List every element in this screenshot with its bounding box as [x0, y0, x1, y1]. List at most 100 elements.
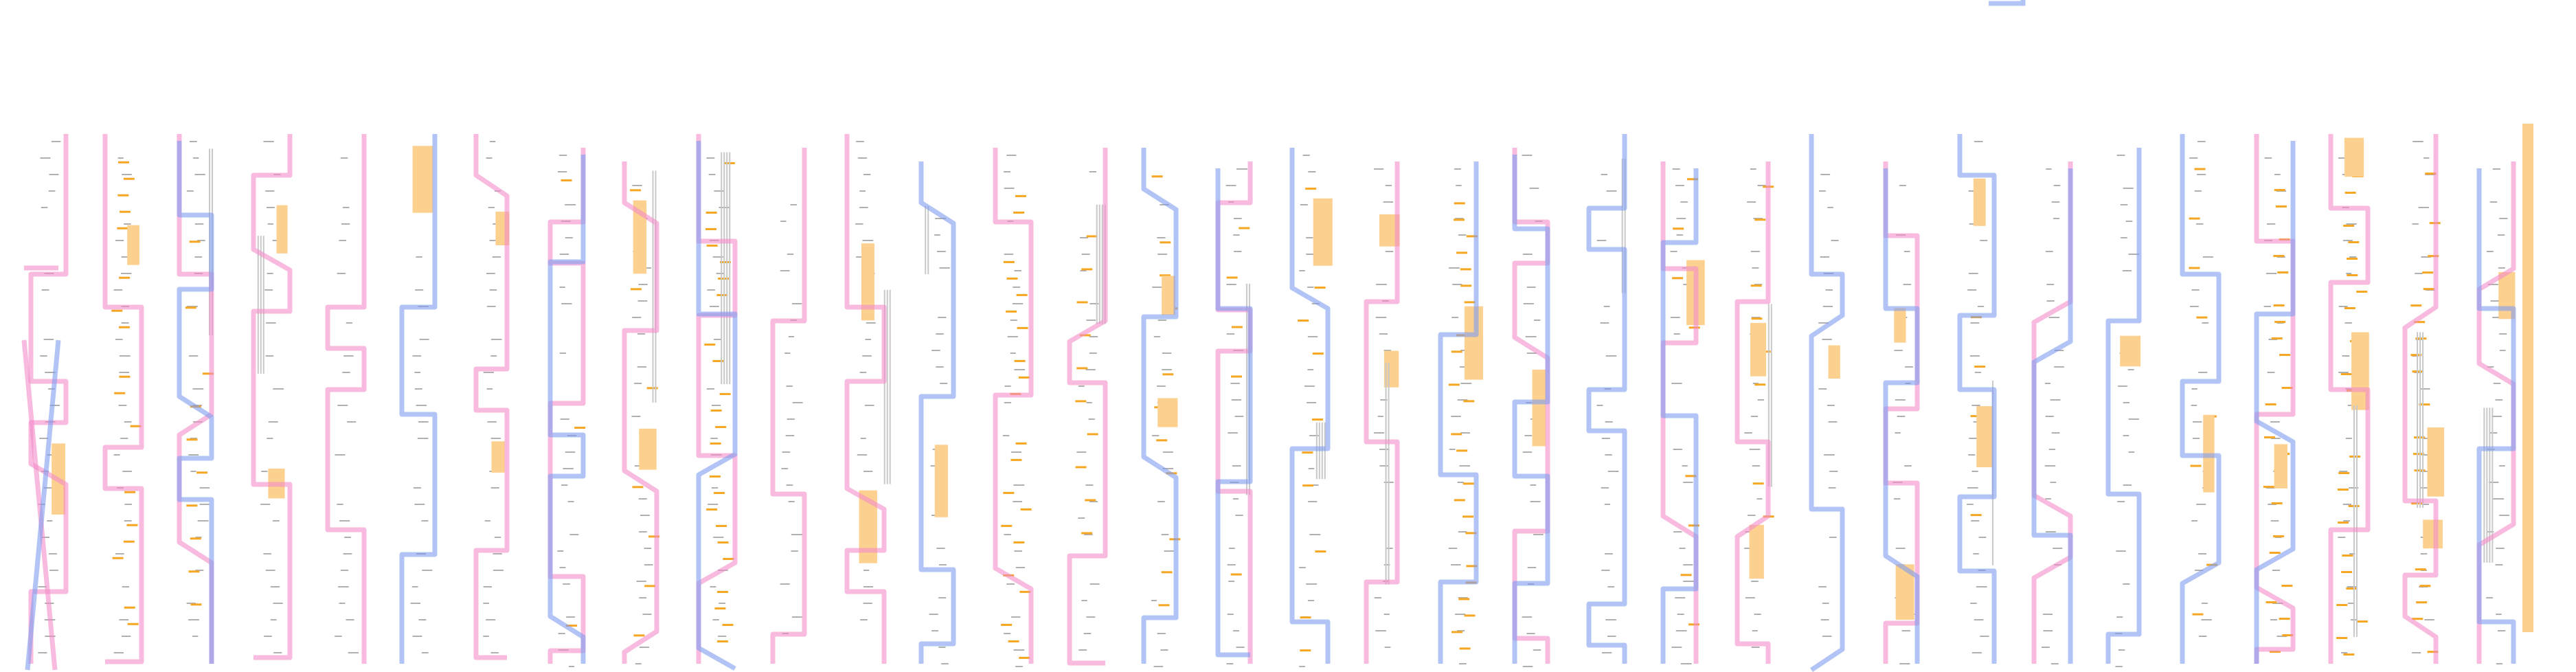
label-mark [486, 388, 493, 390]
label-mark [713, 537, 724, 538]
label-mark [1454, 614, 1466, 615]
label-mark [418, 421, 429, 423]
label-mark [2496, 548, 2505, 549]
label-mark [1818, 388, 1827, 390]
label-mark [197, 520, 209, 522]
label-mark [569, 666, 575, 667]
label-mark [413, 487, 421, 489]
orange-dash [2415, 337, 2427, 340]
gray-line [889, 289, 891, 484]
track-path [844, 134, 887, 664]
label-mark [343, 553, 352, 555]
orange-block [1532, 369, 1546, 447]
label-mark [2272, 603, 2283, 604]
label-mark [119, 372, 129, 373]
track-path [993, 148, 1034, 664]
orange-dash [2338, 522, 2349, 524]
label-mark [1157, 237, 1166, 238]
orange-dash [644, 585, 656, 587]
label-mark [712, 256, 723, 258]
label-mark [708, 174, 716, 175]
label-mark [2116, 550, 2126, 552]
orange-dash [705, 211, 717, 214]
label-mark [2044, 383, 2050, 384]
orange-dash [1464, 301, 1476, 304]
label-mark [936, 548, 945, 549]
label-mark [1233, 218, 1242, 219]
label-mark [1460, 383, 1472, 384]
orange-dash [1466, 565, 1478, 568]
label-mark [1533, 649, 1541, 651]
label-mark [1967, 289, 1977, 291]
label-mark [265, 570, 275, 571]
label-mark [199, 487, 210, 489]
label-mark [1306, 583, 1318, 585]
label-mark [1086, 320, 1096, 321]
orange-dash [1003, 491, 1015, 494]
label-mark [1968, 273, 1978, 274]
label-mark [1822, 636, 1832, 637]
orange-block [1157, 398, 1178, 427]
orange-dash [1458, 598, 1470, 601]
label-mark [788, 336, 794, 337]
label-mark [786, 484, 793, 486]
orange-dash [2427, 651, 2439, 653]
label-mark [1232, 498, 1239, 500]
label-mark [113, 289, 123, 291]
orange-block [2423, 519, 2443, 549]
label-mark [43, 487, 54, 489]
label-mark [1004, 171, 1011, 172]
orange-dash [1003, 260, 1015, 263]
label-mark [1675, 630, 1687, 631]
label-mark [267, 438, 273, 439]
label-mark [792, 402, 803, 403]
label-mark [2345, 322, 2352, 324]
label-mark [2197, 174, 2206, 175]
gray-line [2355, 405, 2358, 638]
label-mark [2270, 421, 2280, 423]
orange-dash [723, 557, 734, 560]
label-mark [780, 221, 787, 222]
label-mark [1754, 284, 1763, 285]
gray-line [2417, 332, 2419, 508]
label-mark [1230, 383, 1240, 384]
label-mark [421, 520, 429, 522]
track-path [2476, 168, 2516, 664]
label-mark [194, 256, 203, 258]
label-mark [1601, 438, 1610, 439]
orange-dash [1020, 508, 1032, 511]
label-mark [1081, 254, 1090, 255]
label-mark [1606, 190, 1617, 192]
label-mark [422, 570, 433, 571]
orange-dash [2189, 217, 2200, 220]
label-mark [856, 141, 864, 142]
label-mark [1676, 234, 1684, 236]
label-mark [1450, 564, 1461, 565]
label-mark [1757, 185, 1766, 186]
label-mark [1971, 405, 1980, 406]
label-mark [1457, 399, 1468, 401]
label-mark [2492, 317, 2502, 318]
label-mark [121, 322, 129, 324]
label-mark [346, 322, 352, 324]
orange-dash [1160, 241, 1171, 244]
label-mark [483, 372, 495, 373]
label-mark [2128, 254, 2140, 255]
label-mark [47, 520, 53, 522]
label-mark [865, 339, 872, 340]
gray-line [1388, 362, 1390, 585]
label-mark [2419, 388, 2430, 390]
label-mark [714, 190, 725, 192]
label-mark [1818, 586, 1827, 587]
label-mark [567, 501, 574, 502]
gray-line [1101, 204, 1103, 324]
label-mark [1234, 251, 1242, 252]
orange-dash [710, 409, 722, 412]
label-mark [1454, 168, 1461, 170]
label-mark [1671, 647, 1682, 648]
label-mark [1374, 597, 1381, 598]
label-mark [1526, 287, 1536, 288]
label-mark [860, 619, 868, 620]
label-mark [2487, 531, 2494, 533]
orange-dash [1008, 640, 1019, 642]
